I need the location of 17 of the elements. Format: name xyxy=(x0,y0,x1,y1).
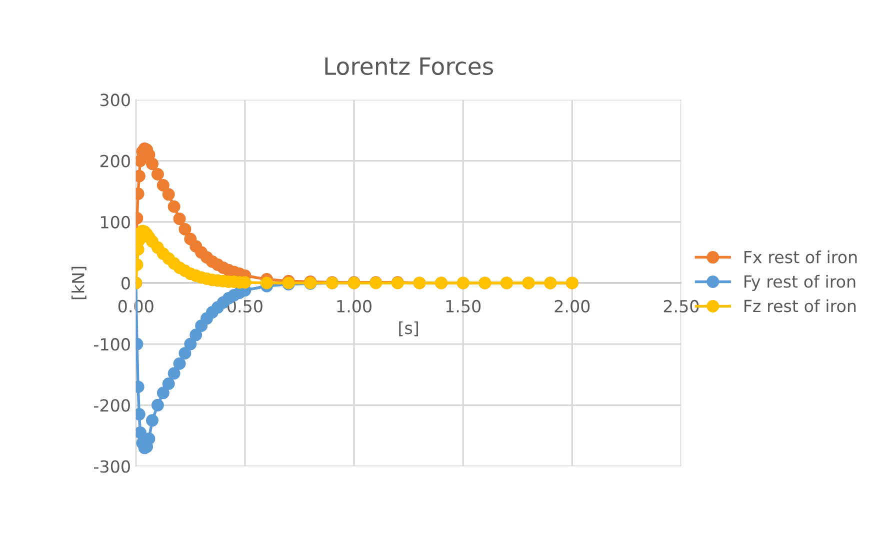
x-tick-label: 2.50 xyxy=(664,300,699,313)
y-tick-label: -100 xyxy=(94,338,130,351)
x-axis-title: [s] xyxy=(399,321,418,336)
y-tick-label: 200 xyxy=(100,154,130,168)
x-tick-label: 2.00 xyxy=(554,300,590,313)
y-tick-label: -300 xyxy=(94,460,130,473)
y-tick-label: 300 xyxy=(100,94,130,106)
x-tick-label: 1.00 xyxy=(337,300,372,313)
y-tick-label: 100 xyxy=(101,216,130,228)
chart-title: Lorentz Forces xyxy=(325,58,493,76)
y-tick-label: -200 xyxy=(94,399,130,412)
y-axis-title: [kN] xyxy=(72,266,86,300)
legend-label: Fy rest of iron xyxy=(744,274,856,292)
legend-label: Fx rest of iron xyxy=(744,250,857,264)
x-tick-label: 1.50 xyxy=(446,300,481,313)
y-tick-label: 0 xyxy=(122,276,130,290)
legend-label: Fz rest of iron xyxy=(744,299,856,312)
